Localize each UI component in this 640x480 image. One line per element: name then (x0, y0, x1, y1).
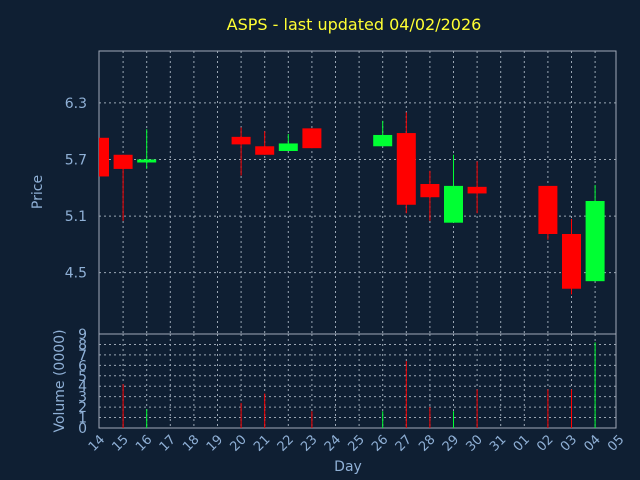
volume-tick-label: 5 (78, 369, 87, 385)
candle-body (113, 154, 133, 169)
candle (99, 137, 109, 177)
x-tick-label: 22 (275, 432, 297, 454)
x-tick-label: 17 (157, 432, 179, 454)
volume-tick-label: 7 (78, 348, 87, 364)
price-tick-label: 5.7 (65, 152, 87, 168)
candle-body (255, 146, 275, 155)
x-tick-label: 14 (86, 432, 108, 454)
candle (255, 131, 275, 155)
price-tick-label: 5.1 (65, 209, 87, 225)
chart-title: ASPS - last updated 04/02/2026 (227, 15, 482, 34)
price-tick-label: 4.5 (65, 266, 87, 282)
candle-body (137, 159, 157, 163)
candle-body (373, 134, 393, 147)
volume-panel-frame (98, 333, 617, 429)
x-tick-label: 02 (534, 432, 556, 454)
x-tick-label: 21 (251, 432, 273, 454)
candle-body (467, 186, 487, 194)
price-y-ticks: 4.5 5.1 5.7 6.3 (65, 96, 87, 282)
candle (373, 120, 393, 147)
volume-tick-label: 0 (78, 421, 87, 437)
candle (231, 127, 251, 176)
x-tick-label: 19 (204, 432, 226, 454)
volume-tick-label: 1 (78, 411, 87, 427)
candle-body (231, 136, 251, 145)
volume-grid (99, 334, 616, 428)
volume-tick-label: 3 (78, 390, 87, 406)
x-tick-label: 15 (109, 432, 131, 454)
candle (113, 154, 133, 221)
volume-tick-label: 6 (78, 358, 87, 374)
x-tick-label: 31 (487, 432, 509, 454)
volume-tick-label: 9 (78, 327, 87, 343)
candle (420, 170, 440, 221)
candle (278, 134, 298, 151)
candle (302, 128, 322, 149)
x-tick-label: 27 (393, 432, 415, 454)
candle (396, 112, 416, 214)
volume-tick-label: 2 (78, 400, 87, 416)
volume-tick-label: 8 (78, 337, 87, 353)
price-panel-frame (98, 50, 617, 335)
x-tick-label: 26 (369, 432, 391, 454)
candle-body (302, 128, 322, 149)
x-tick-label: 25 (345, 432, 367, 454)
candle (538, 185, 558, 240)
candle-body (278, 143, 298, 151)
x-tick-label: 03 (558, 432, 580, 454)
x-tick-label: 04 (581, 432, 603, 454)
x-tick-label: 30 (463, 432, 485, 454)
x-tick-label: 23 (298, 432, 320, 454)
candle-body (538, 185, 558, 235)
candle (444, 154, 463, 223)
candle-body (444, 185, 463, 223)
x-tick-label: 28 (416, 432, 438, 454)
candle (585, 184, 605, 282)
x-ticks: 14 15 16 17 18 19 20 21 22 23 24 25 26 27 28 29 30 31 01 02… (86, 432, 628, 454)
x-tick-label: 18 (180, 432, 202, 454)
x-tick-label: 01 (511, 432, 533, 454)
candle (137, 129, 157, 169)
candle (562, 218, 581, 295)
volume-axis-label: Volume (0000) (52, 329, 68, 432)
price-tick-label: 6.3 (65, 96, 87, 112)
volume-bars (122, 342, 596, 428)
x-axis-label: Day (334, 459, 362, 475)
price-axis-label: Price (30, 175, 46, 209)
candle-body (99, 137, 109, 177)
candle-body (562, 234, 581, 289)
x-tick-label: 29 (440, 432, 462, 454)
x-tick-label: 16 (133, 432, 155, 454)
x-tick-label: 20 (227, 432, 249, 454)
candle-body (396, 133, 416, 205)
x-tick-label: 05 (605, 432, 627, 454)
candles (99, 112, 605, 295)
candle-body (585, 200, 605, 282)
volume-tick-label: 4 (78, 379, 87, 395)
candle-body (420, 184, 440, 198)
x-tick-label: 24 (322, 432, 344, 454)
candle (467, 161, 487, 214)
